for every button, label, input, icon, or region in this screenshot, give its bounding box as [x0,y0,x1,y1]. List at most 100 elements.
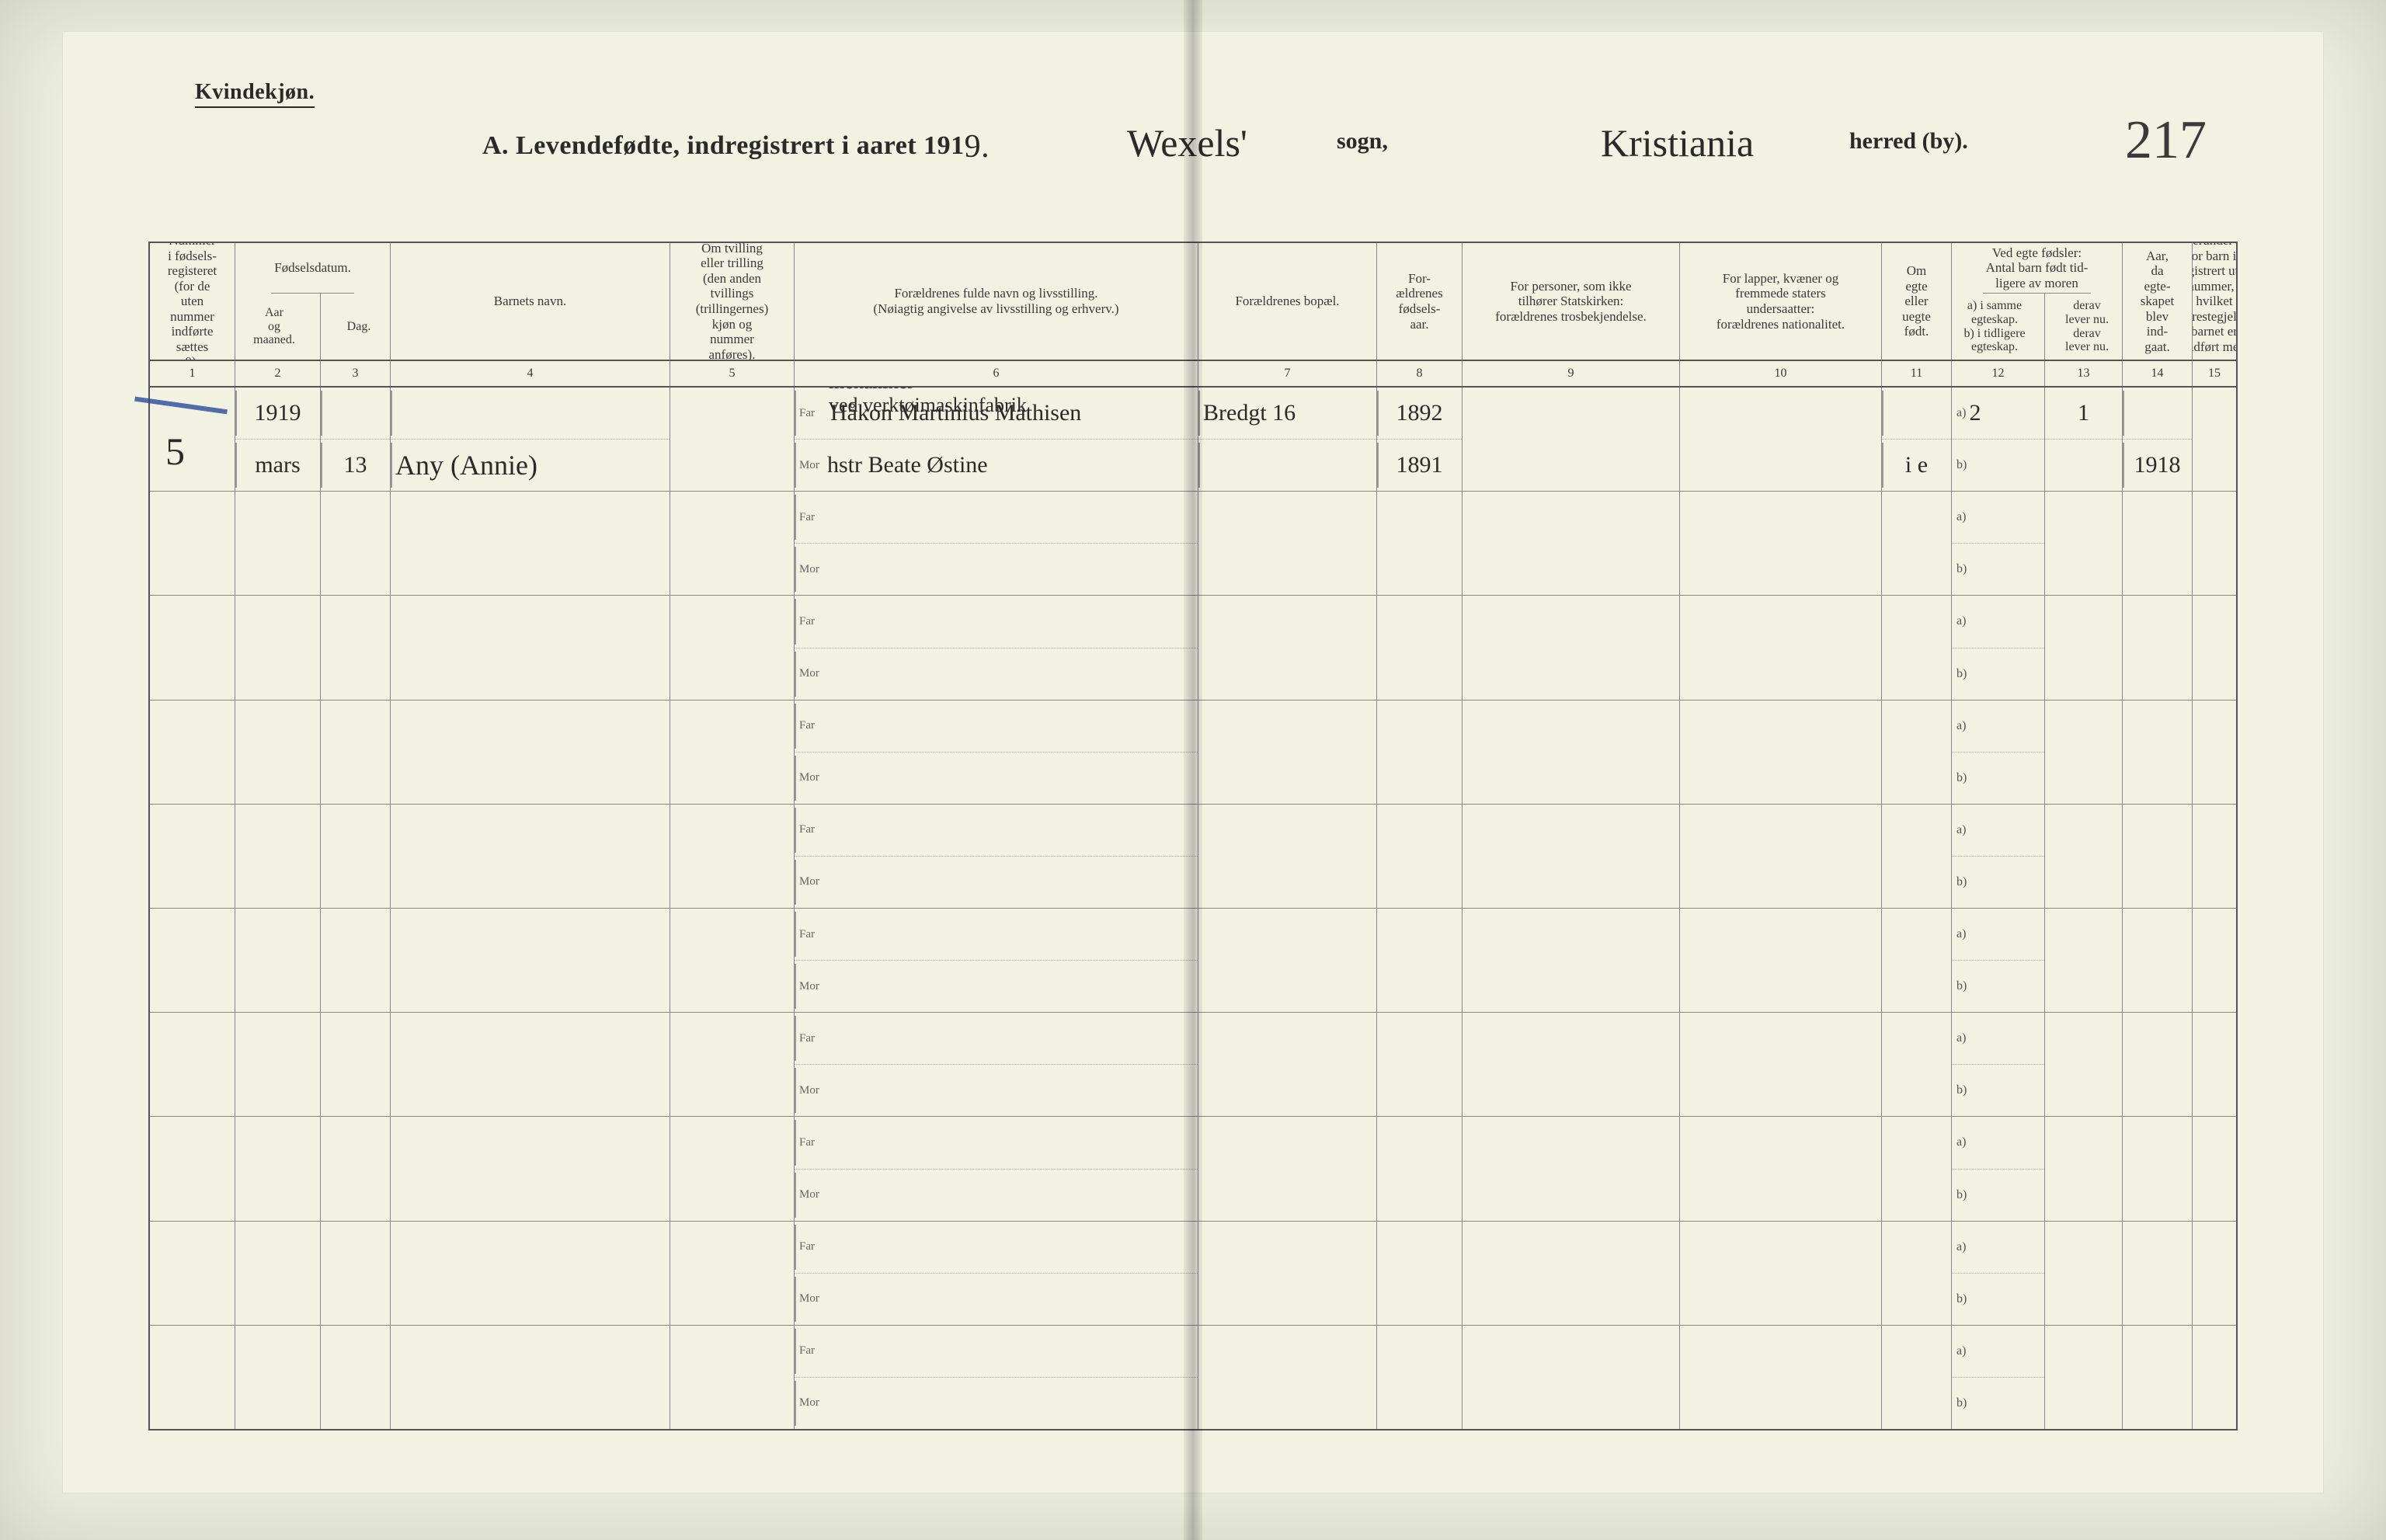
table-row: Far Mor a) b) [150,805,2236,909]
cell-twin [670,1117,795,1220]
table-row: Far Mor a) b) [150,700,2236,805]
cell-child-name [391,700,670,804]
cell-prev-children: a) b) [1952,805,2045,908]
col-11-header: Om egte eller uegte født. [1882,243,1952,360]
cell-residence [1198,909,1377,1012]
table-row: Far Mor a) b) [150,596,2236,700]
cell-row-number [150,805,235,908]
a-label: a) [1956,1031,1966,1045]
far-label: Far [799,719,827,732]
a-label: a) [1956,614,1966,628]
cell-row-number [150,1222,235,1325]
cell-prev-children: a) b) [1952,1222,2045,1325]
mor-label: Mor [799,563,827,576]
title-row: A. Levendefødte, indregistrert i aaret 1… [63,125,2323,172]
cell-day [321,700,391,804]
cell-twin [670,596,795,699]
cell-residence [1198,596,1377,699]
cell-residence [1198,492,1377,595]
mor-label: Mor [799,771,827,784]
cell-child-name [391,596,670,699]
child-name-hand: Any (Annie) [395,449,537,481]
cell-year-month [235,805,321,908]
cell-residence: Bredgt 16 [1198,388,1377,491]
cell-twin [670,388,795,491]
cell-day [321,1117,391,1220]
cell-child-name [391,909,670,1012]
cell-parent-birth [1377,700,1463,804]
cell-derav [2045,700,2123,804]
cell-parents: Far Mor [795,492,1198,595]
cell-marriage-year [2123,1326,2193,1429]
cell-religion [1463,700,1680,804]
cell-derav [2045,596,2123,699]
column-number-row: 1 2 3 4 5 6 7 8 9 10 11 12 13 14 15 [150,361,2236,388]
cell-nationality [1680,805,1882,908]
cell-child-name [391,1326,670,1429]
col-7-header: Forældrenes bopæl. [1198,243,1377,360]
col-10-header: For lapper, kvæner og fremmede staters u… [1680,243,1882,360]
cell-nationality [1680,492,1882,595]
cell-year-month [235,1013,321,1116]
cell-parents: Far Mor [795,1117,1198,1220]
cell-day [321,1326,391,1429]
cell-year-month [235,1326,321,1429]
cell-year-month [235,700,321,804]
title-year-hand: 9. [965,129,990,165]
cell-day [321,805,391,908]
cell-row-number [150,1326,235,1429]
cell-twin [670,1326,795,1429]
mother-name-hand: hstr Beate Østine [827,452,988,478]
cell-remarks [2193,1222,2236,1325]
table-body: 5 1919 mars 13 Any (Annie) [150,388,2236,1429]
colnum-12: 12 [1952,361,2045,386]
far-label: Far [799,1344,827,1357]
cell-remarks [2193,805,2236,908]
a-label: a) [1956,1344,1966,1358]
colnum-10: 10 [1680,361,1882,386]
cell-year-month [235,1117,321,1220]
cell-remarks [2193,700,2236,804]
cell-parent-birth [1377,909,1463,1012]
cell-marriage-year [2123,1222,2193,1325]
col-4-header: Barnets navn. [391,243,670,360]
cell-child-name [391,1222,670,1325]
colnum-8: 8 [1377,361,1463,386]
b-label: b) [1956,458,1967,472]
cell-residence [1198,1326,1377,1429]
cell-remarks [2193,388,2236,491]
year-hand: 1919 [255,400,301,426]
col-13-header: derav lever nu. derav lever nu. [2045,294,2123,360]
document-page: Kvindekjøn. A. Levendefødte, indregistre… [0,0,2386,1540]
cell-year-month [235,1222,321,1325]
a-label: a) [1956,1240,1966,1254]
col-12-13-top: Ved egte fødsler: Antal barn født tid- l… [1983,243,2092,294]
cell-religion [1463,596,1680,699]
cell-religion [1463,805,1680,908]
col-1-header: Nummer i fødsels- registeret (for de ute… [150,243,235,360]
cell-parent-birth [1377,492,1463,595]
cell-twin [670,1013,795,1116]
far-label: Far [799,1136,827,1149]
residence-hand: Bredgt 16 [1203,400,1296,426]
cell-prev-children: a) b) [1952,700,2045,804]
cell-nationality [1680,388,1882,491]
cell-prev-children: a) 2 b) [1952,388,2045,491]
cell-parent-birth: 1892 1891 [1377,388,1463,491]
cell-nationality [1680,909,1882,1012]
table-row: Far Mor a) b) [150,909,2236,1013]
cell-marriage-year [2123,909,2193,1012]
table-row: Far Mor a) b) [150,1326,2236,1429]
cell-residence [1198,1117,1377,1220]
cell-child-name [391,492,670,595]
mor-label: Mor [799,1292,827,1305]
cell-legit [1882,1117,1952,1220]
cell-row-number [150,1117,235,1220]
day-hand: 13 [344,452,367,478]
cell-parents: Far Mor [795,700,1198,804]
mor-label: Mor [799,875,827,888]
cell-year-month [235,596,321,699]
col-5-header: Om tvilling eller trilling (den anden tv… [670,243,795,360]
table-row: Far Mor a) b) [150,1013,2236,1117]
cell-residence [1198,805,1377,908]
